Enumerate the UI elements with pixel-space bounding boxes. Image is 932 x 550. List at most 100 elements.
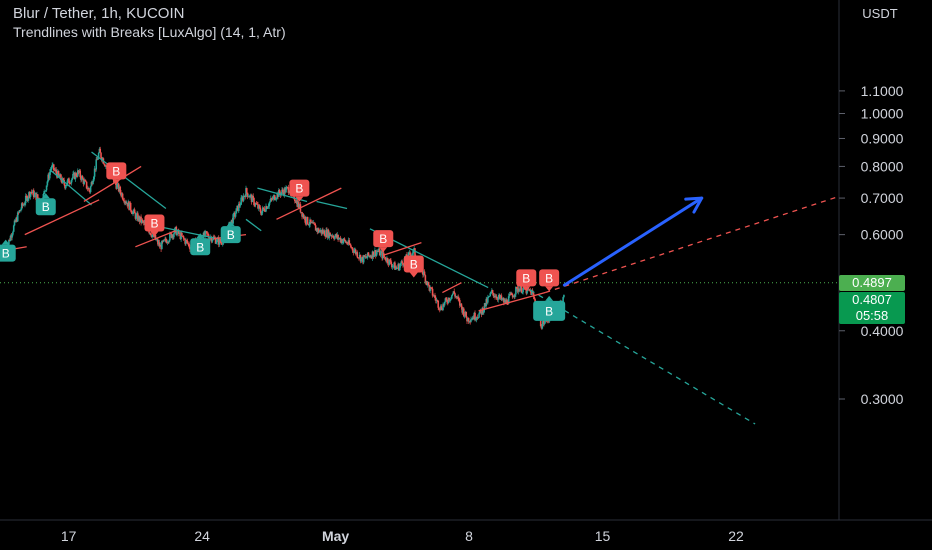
candle-body (503, 299, 506, 303)
candle-body (265, 206, 267, 212)
candle-body (170, 233, 173, 238)
candle-body (350, 247, 353, 249)
candle-body (154, 235, 157, 240)
candle-body (172, 234, 174, 238)
candle-body (455, 296, 457, 298)
candle-body (488, 296, 491, 297)
candle-body (563, 294, 565, 298)
candle-body (515, 287, 518, 288)
candle-body (208, 237, 210, 240)
candle-body (338, 237, 341, 239)
candle-body (506, 299, 508, 304)
candle-body (211, 240, 214, 242)
candle-body (287, 187, 290, 193)
break-label-box (106, 162, 127, 180)
candle-body (126, 202, 129, 207)
candle-body (364, 256, 367, 258)
lower-trendline (442, 282, 462, 294)
break-label-box (289, 179, 310, 197)
candle-body (12, 231, 14, 235)
candle-body (89, 190, 91, 193)
candle-body (20, 209, 22, 211)
candle-body (72, 172, 75, 174)
price-axis-label: 0.7000 (861, 190, 904, 206)
candle-body (438, 309, 441, 311)
candle-body (336, 234, 339, 238)
candle-body (374, 250, 376, 255)
candle-body (174, 226, 177, 229)
candle-body (28, 192, 31, 197)
candle-body (188, 243, 190, 247)
candle-body (349, 244, 351, 246)
candle-body (484, 303, 487, 307)
candle-body (328, 232, 331, 238)
candle-body (305, 222, 307, 224)
candle-body (306, 216, 309, 225)
candle-body (121, 193, 123, 196)
candle-body (53, 169, 56, 171)
candle-body (493, 296, 496, 297)
candle-body (256, 203, 258, 205)
candle-body (485, 298, 488, 307)
candle-body (125, 201, 127, 204)
candle-body (246, 192, 249, 197)
candle-body (486, 298, 488, 303)
candle-body (243, 195, 246, 197)
candle-body (298, 202, 300, 209)
candle-body (479, 309, 481, 314)
break-label-box (373, 230, 394, 248)
candle-body (270, 198, 272, 202)
indicator-title[interactable]: Trendlines with Breaks [LuxAlgo] (14, 1,… (13, 24, 286, 40)
candle-body (52, 164, 54, 166)
candle-body (157, 239, 159, 245)
symbol-title[interactable]: Blur / Tether, 1h, KUCOIN (13, 5, 185, 22)
candle-body (426, 281, 429, 286)
candle-body (163, 239, 166, 241)
candle-body (261, 207, 264, 212)
candle-body (361, 256, 363, 258)
candle-body (273, 195, 275, 197)
candle-body (342, 241, 344, 244)
candle-body (510, 292, 512, 295)
candle-body (408, 252, 411, 254)
candle-body (48, 172, 51, 179)
candle-body (294, 201, 297, 203)
candle-body (74, 173, 77, 180)
break-label-box (533, 300, 566, 321)
break-label-box (0, 244, 16, 262)
bullish-break-label: B (0, 239, 16, 262)
candle-body (542, 320, 544, 325)
candle-body (62, 178, 65, 181)
candle-body (389, 259, 391, 261)
time-axis-label: 8 (465, 528, 473, 544)
candle-body (348, 240, 351, 245)
candle-body (14, 220, 17, 222)
candle-body (27, 197, 29, 201)
break-label-text: B (410, 258, 418, 272)
candle-body (173, 233, 175, 238)
candle-body (97, 152, 100, 159)
break-label-pointer (196, 233, 205, 239)
candle-body (310, 222, 313, 224)
candle-body (295, 200, 298, 203)
candle-body (165, 238, 167, 241)
candle-body (269, 201, 271, 203)
candle-body (467, 317, 469, 322)
candle-body (209, 237, 211, 240)
candle-body (87, 188, 90, 189)
candle-body (51, 164, 53, 168)
candle-body (245, 188, 248, 193)
current-price-tag: 0.4807 05:58 (839, 291, 905, 324)
price-axis-label: 0.3000 (861, 391, 904, 407)
candle-body (425, 281, 427, 283)
candle-body (251, 195, 254, 203)
projection-arrow-line (562, 196, 704, 287)
bearish-break-label: B (373, 230, 394, 253)
candle-body (237, 203, 240, 212)
candle-body (400, 261, 403, 264)
candle-body (60, 180, 63, 183)
candle-body (396, 268, 399, 269)
candle-body (455, 296, 458, 298)
candle-body (334, 234, 337, 237)
